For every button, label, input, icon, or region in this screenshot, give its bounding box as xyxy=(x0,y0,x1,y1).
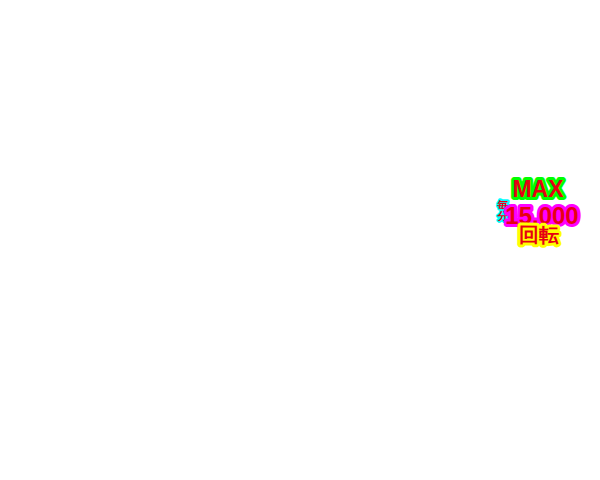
max-rotation-badge: MAX 毎分 15,000 回転 xyxy=(478,172,600,254)
svg-text:MAX: MAX xyxy=(512,176,564,202)
svg-text:回転: 回転 xyxy=(519,224,559,246)
